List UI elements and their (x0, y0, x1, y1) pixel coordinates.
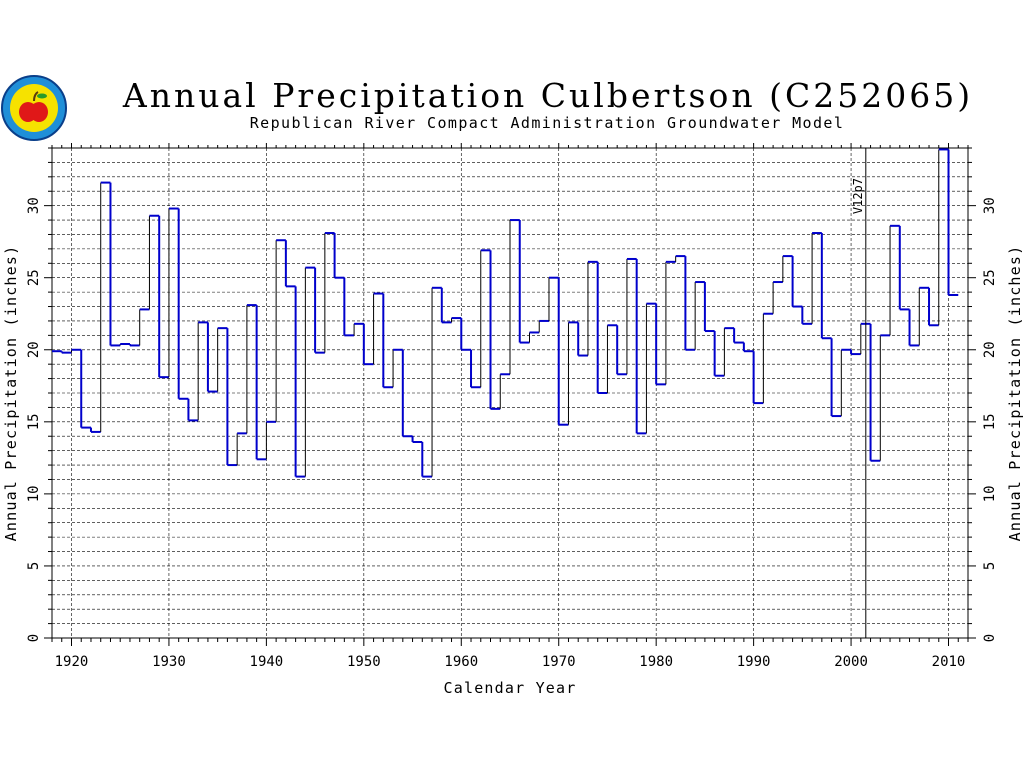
y-tick-label-right: 30 (982, 197, 998, 214)
y-tick-label-right: 15 (982, 413, 998, 430)
chart-subtitle: Republican River Compact Administration … (250, 114, 845, 132)
axis-ticks: 1920 1930 1940 1950 1960 1970 1980 1990 2000 2010… (26, 143, 998, 670)
rrca-seal-logo (1, 75, 67, 141)
y-tick-label-left: 15 (26, 413, 42, 430)
y-tick-label-right: 0 (982, 634, 998, 642)
x-tick-label: 1990 (737, 654, 771, 670)
y-tick-label-right: 5 (982, 562, 998, 570)
x-tick-label: 1980 (639, 654, 673, 670)
precipitation-series (52, 148, 959, 478)
chart-title: Annual Precipitation Culbertson (C252065… (122, 76, 973, 115)
y-tick-label-right: 20 (982, 341, 998, 358)
x-tick-label: 1970 (542, 654, 576, 670)
x-tick-label: 1950 (347, 654, 381, 670)
y-tick-label-right: 10 (982, 485, 998, 502)
y-tick-label-left: 0 (26, 634, 42, 642)
x-tick-label: 1960 (444, 654, 478, 670)
x-axis-label: Calendar Year (444, 679, 577, 697)
y-tick-label-left: 5 (26, 562, 42, 570)
y-tick-label-left: 30 (26, 197, 42, 214)
annotation-label: V12p7 (851, 178, 865, 214)
y-tick-label-left: 10 (26, 485, 42, 502)
y-tick-label-left: 20 (26, 341, 42, 358)
x-tick-label: 1920 (55, 654, 89, 670)
annotations: V12p7 (851, 148, 867, 638)
x-tick-label: 1930 (152, 654, 186, 670)
y-axis-label-left: Annual Precipitation (inches) (2, 245, 20, 542)
x-tick-label: 2010 (932, 654, 966, 670)
y-axis-label-right: Annual Precipitation (inches) (1006, 245, 1024, 542)
y-tick-label-right: 25 (982, 269, 998, 286)
x-tick-label: 1940 (250, 654, 284, 670)
x-tick-label: 2000 (834, 654, 868, 670)
y-tick-label-left: 25 (26, 269, 42, 286)
